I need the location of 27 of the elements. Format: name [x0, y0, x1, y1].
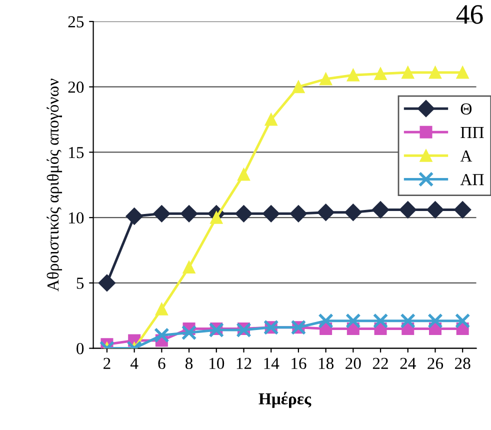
- x-tick-label: 18: [318, 358, 334, 370]
- x-tick-label: 14: [264, 358, 280, 369]
- x-tick-label: 16: [292, 358, 306, 370]
- annotation: 46: [456, 5, 483, 24]
- x-tick-label: 22: [372, 358, 388, 369]
- x-tick-label: 26: [428, 358, 444, 370]
- y-tick-label: 25: [68, 16, 84, 28]
- x-tick-label: 10: [210, 358, 224, 370]
- y-tick-label: 10: [69, 212, 84, 224]
- x-tick-label: 12: [236, 358, 252, 369]
- x-axis-title: Ημέρες: [258, 392, 312, 408]
- x-tick-label: 20: [346, 358, 361, 370]
- y-tick-label: 15: [69, 147, 84, 158]
- legend-label: Α: [460, 150, 472, 162]
- x-tick-label: 6: [158, 358, 166, 370]
- x-tick-label: 4: [130, 358, 138, 369]
- x-tick-label: 24: [400, 358, 416, 369]
- x-tick-label: 2: [104, 358, 110, 369]
- x-tick-label: 8: [186, 358, 193, 370]
- x-tick-label: 28: [454, 358, 470, 370]
- legend-label: ΑΠ: [460, 174, 484, 186]
- legend-label: ΠΠ: [460, 127, 484, 138]
- y-tick-label: 0: [76, 343, 84, 354]
- y-tick-label: 20: [68, 82, 84, 93]
- y-axis-title: Αθροιστικός αριθμός απογόνων: [46, 78, 62, 292]
- y-tick-label: 5: [76, 278, 84, 289]
- legend-label: Θ: [460, 103, 472, 115]
